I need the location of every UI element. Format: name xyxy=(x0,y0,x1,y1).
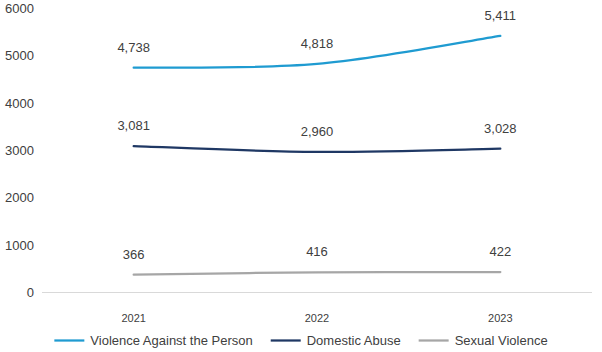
data-label: 5,411 xyxy=(485,8,517,23)
y-tick-label: 5000 xyxy=(5,48,34,63)
data-label: 416 xyxy=(306,244,328,259)
x-tick-label: 2022 xyxy=(305,312,329,324)
series-line xyxy=(134,36,501,68)
data-label: 4,818 xyxy=(301,36,334,51)
data-label: 422 xyxy=(489,244,511,259)
y-tick-label: 6000 xyxy=(5,1,34,16)
legend: Violence Against the Person Domestic Abus… xyxy=(54,333,547,348)
legend-swatch xyxy=(271,339,301,341)
series-line xyxy=(134,272,501,275)
legend-label: Sexual Violence xyxy=(455,333,548,348)
legend-swatch xyxy=(54,339,84,341)
plot-lines xyxy=(134,36,501,275)
y-tick-label: 2000 xyxy=(5,190,34,205)
chart: 0 1000 2000 3000 4000 5000 6000 2021 2022 2023 4,7… xyxy=(0,0,602,352)
x-tick-label: 2021 xyxy=(121,312,145,324)
data-label: 366 xyxy=(123,247,145,262)
x-axis-line xyxy=(42,292,592,293)
data-label: 3,081 xyxy=(117,118,150,133)
legend-swatch xyxy=(419,339,449,341)
data-label: 2,960 xyxy=(301,124,334,139)
legend-label: Domestic Abuse xyxy=(307,333,401,348)
y-tick-label: 4000 xyxy=(5,96,34,111)
x-tick-label: 2023 xyxy=(488,312,512,324)
series-line xyxy=(134,146,501,152)
y-tick-label: 0 xyxy=(27,285,34,300)
legend-label: Violence Against the Person xyxy=(90,333,252,348)
data-label: 3,028 xyxy=(484,121,517,136)
data-label: 4,738 xyxy=(117,40,150,55)
y-tick-label: 1000 xyxy=(5,238,34,253)
y-tick-label: 3000 xyxy=(5,143,34,158)
